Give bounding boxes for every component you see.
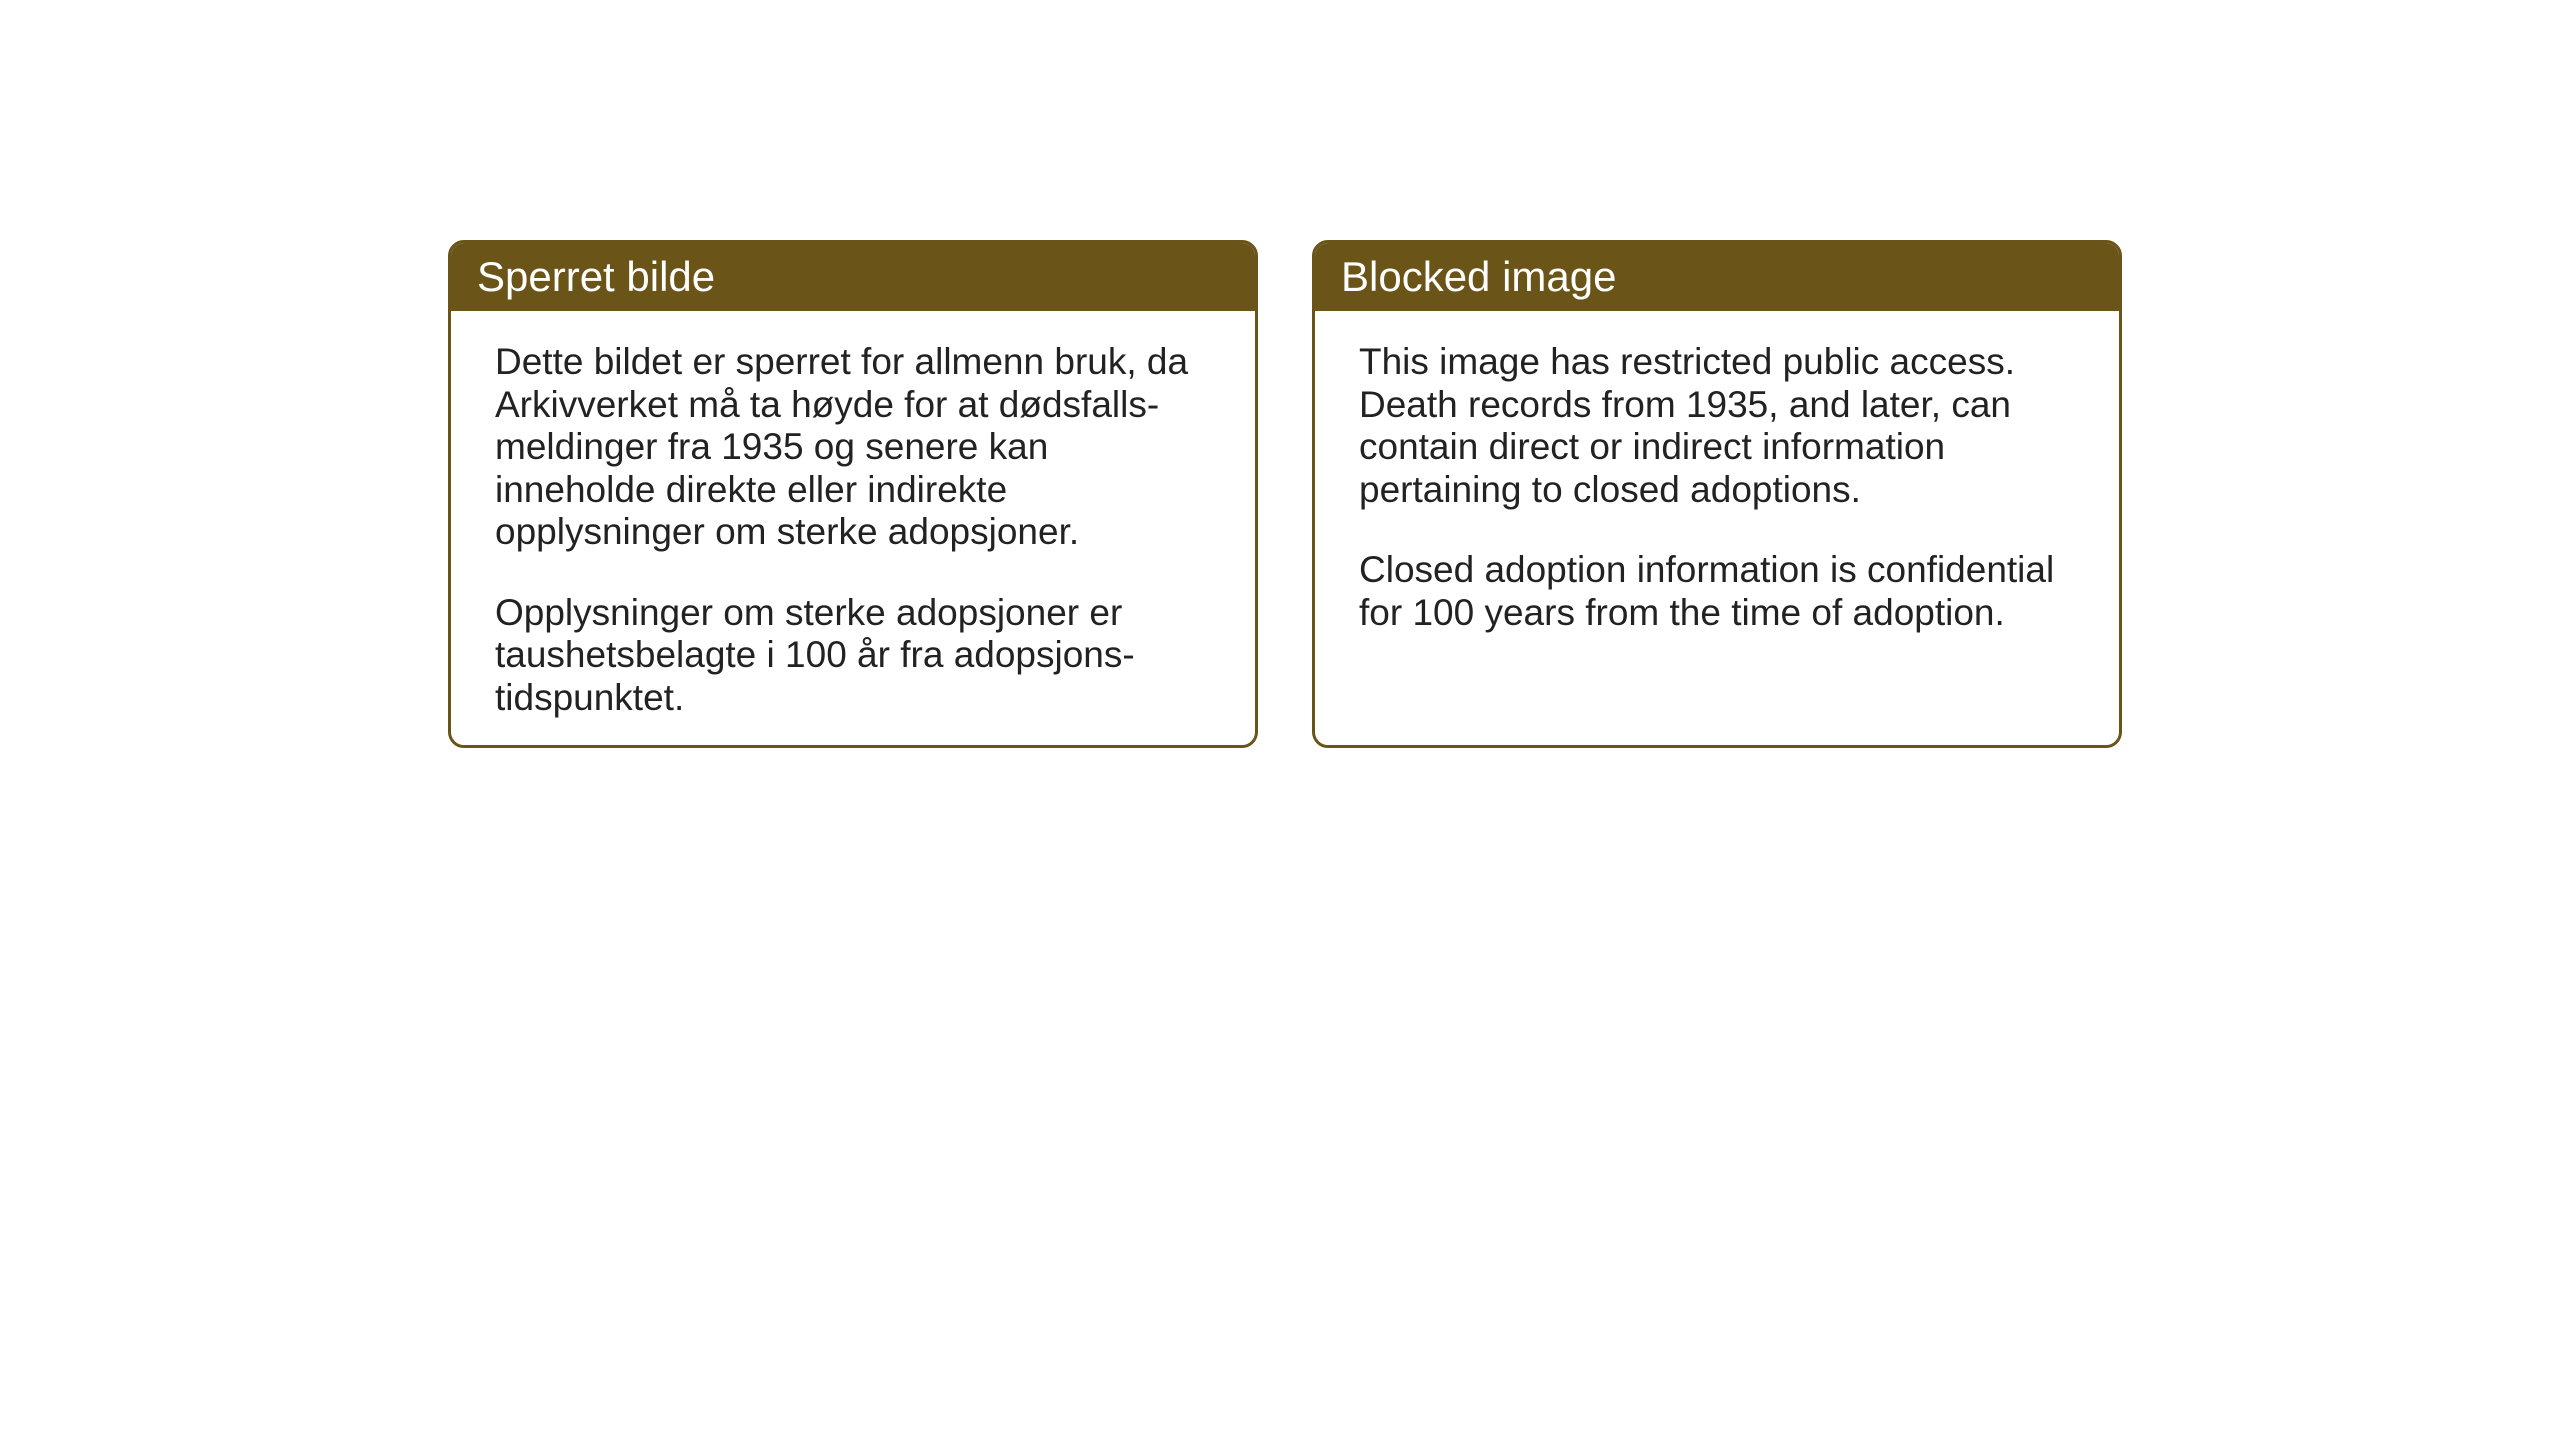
notice-box-english: Blocked image This image has restricted … bbox=[1312, 240, 2122, 748]
notice-header-norwegian: Sperret bilde bbox=[451, 243, 1255, 311]
notice-paragraph-1-norwegian: Dette bildet er sperret for allmenn bruk… bbox=[495, 341, 1211, 554]
notice-paragraph-2-english: Closed adoption information is confident… bbox=[1359, 549, 2075, 634]
notice-paragraph-2-norwegian: Opplysninger om sterke adopsjoner er tau… bbox=[495, 592, 1211, 720]
notices-container: Sperret bilde Dette bildet er sperret fo… bbox=[448, 240, 2122, 748]
notice-body-english: This image has restricted public access.… bbox=[1315, 311, 2119, 664]
notice-title-english: Blocked image bbox=[1341, 253, 1616, 300]
notice-header-english: Blocked image bbox=[1315, 243, 2119, 311]
notice-body-norwegian: Dette bildet er sperret for allmenn bruk… bbox=[451, 311, 1255, 748]
notice-title-norwegian: Sperret bilde bbox=[477, 253, 715, 300]
notice-paragraph-1-english: This image has restricted public access.… bbox=[1359, 341, 2075, 511]
notice-box-norwegian: Sperret bilde Dette bildet er sperret fo… bbox=[448, 240, 1258, 748]
